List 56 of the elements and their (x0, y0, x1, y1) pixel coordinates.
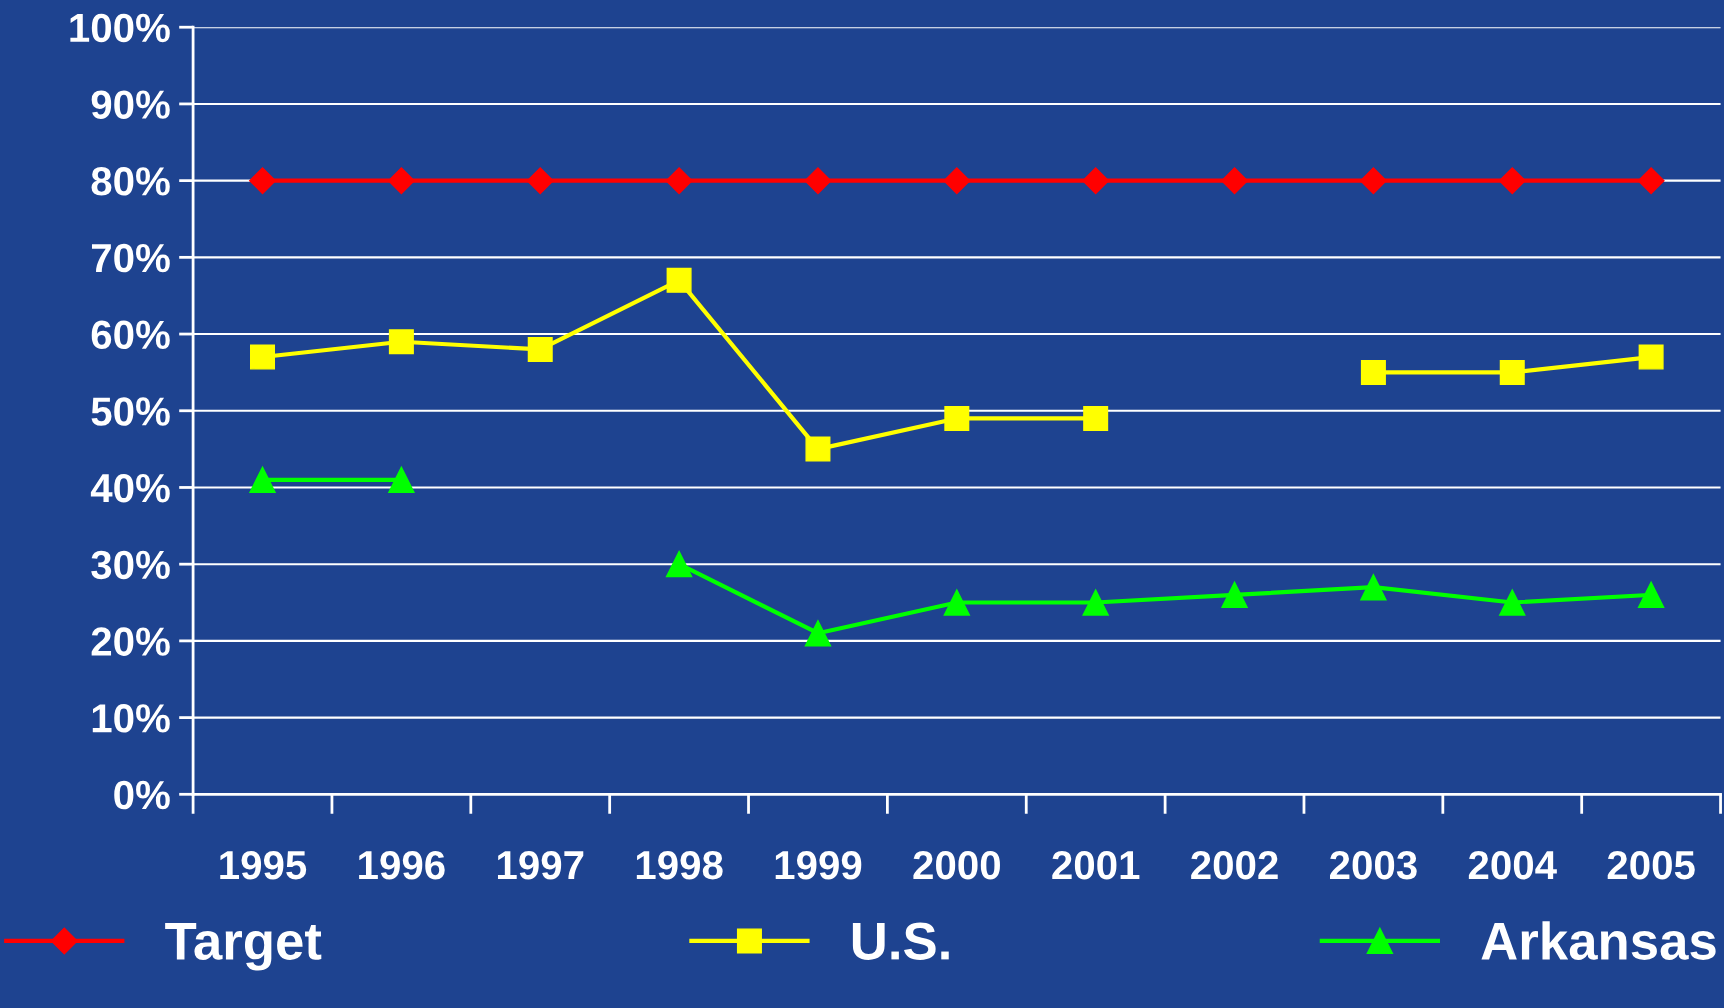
point (804, 620, 832, 647)
point (387, 167, 415, 195)
x-tick-label: 1996 (359, 850, 445, 880)
x-tick-label: 1999 (775, 850, 862, 880)
x-tick-label: 2004 (1468, 850, 1557, 880)
y-tick-label: 20% (91, 627, 170, 656)
x-tick-label: 2003 (1330, 850, 1417, 880)
legend-label: U.S. (852, 922, 949, 960)
x-tick-label: 1997 (497, 850, 584, 880)
y-tick-label: 90% (91, 90, 170, 119)
point (1360, 573, 1387, 601)
point (1637, 167, 1665, 195)
legend-label: Target (165, 923, 322, 971)
point (249, 167, 276, 195)
point (1638, 344, 1664, 370)
point (943, 589, 971, 616)
point (1498, 167, 1526, 195)
point (665, 550, 693, 578)
x-tick-label: 1998 (636, 850, 723, 880)
y-tick-label: 60% (91, 320, 170, 350)
legend-label: Arkansas (1481, 921, 1716, 960)
x-tick-label: 2005 (1607, 850, 1695, 880)
y-tick-label: 40% (90, 473, 170, 503)
y-tick-label: 80% (91, 167, 170, 196)
point (527, 336, 553, 362)
point (1360, 359, 1386, 385)
y-tick-label: 70% (91, 243, 170, 273)
point (1082, 589, 1109, 616)
y-tick-label: 30% (91, 550, 170, 580)
point (944, 405, 970, 431)
point (1359, 167, 1387, 195)
point (1221, 167, 1249, 195)
x-tick-label: 2000 (913, 850, 1000, 880)
x-tick-label: 2001 (1052, 850, 1140, 880)
point (1499, 359, 1525, 385)
y-tick-label: 10% (92, 704, 170, 733)
point (804, 167, 832, 195)
x-tick-label: 2002 (1191, 850, 1278, 880)
y-tick-label: 100% (70, 13, 170, 43)
point (250, 344, 276, 370)
point (1221, 581, 1248, 609)
y-tick-label: 50% (91, 397, 170, 426)
x-tick-label: 1995 (220, 850, 307, 880)
point (943, 167, 971, 195)
point (1499, 589, 1526, 616)
point (1637, 581, 1665, 609)
point (388, 466, 415, 493)
point (249, 466, 276, 493)
point (388, 329, 414, 355)
point (805, 436, 831, 462)
point (1082, 167, 1110, 195)
y-tick-label: 0% (114, 780, 170, 810)
point (1083, 405, 1109, 431)
point (665, 167, 693, 195)
point (526, 167, 554, 195)
point (666, 267, 692, 293)
